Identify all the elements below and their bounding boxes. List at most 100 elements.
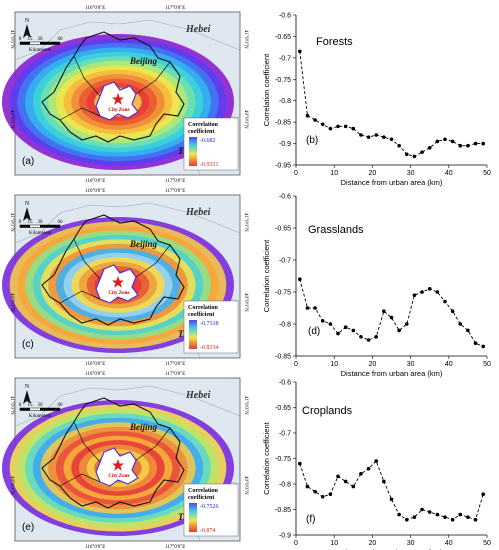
- data-point: [404, 322, 409, 326]
- y-tick-label: -0.75: [275, 456, 291, 463]
- legend-colorbar: [189, 137, 197, 166]
- data-point: [481, 344, 485, 349]
- scale-unit: Kilometers: [29, 231, 51, 236]
- y-tick-label: -0.8: [279, 322, 291, 329]
- city-zone-label: City Zone: [108, 474, 130, 479]
- y-tick-label: -0.85: [275, 507, 291, 514]
- data-point: [481, 492, 485, 497]
- district-boundary: [59, 238, 171, 304]
- legend-max: -0.682: [200, 138, 216, 144]
- panel-label: (d): [308, 326, 320, 337]
- city-zone-label: City Zone: [108, 108, 130, 113]
- data-point: [389, 315, 394, 320]
- lon-label-top: 116°0'0"E: [85, 189, 105, 194]
- data-point: [397, 143, 401, 148]
- lat-label-left: 40°0'0"N: [9, 293, 14, 312]
- data-point: [343, 325, 348, 330]
- data-point: [328, 322, 333, 326]
- lon-label-top: 116°0'0"E: [85, 372, 105, 377]
- data-point: [466, 143, 470, 148]
- x-tick-label: 30: [407, 361, 415, 368]
- x-tick-label: 30: [407, 540, 415, 547]
- scale-unit: Kilometers: [29, 414, 51, 419]
- data-point: [382, 309, 386, 314]
- y-tick-label: -0.7: [279, 55, 291, 62]
- scale-tick: 0: [19, 220, 22, 225]
- lon-label-top: 117°0'0"E: [165, 189, 185, 194]
- series-line: [299, 460, 484, 521]
- x-tick-label: 40: [445, 540, 453, 547]
- y-tick-label: -0.75: [275, 290, 291, 297]
- data-point: [458, 512, 463, 517]
- data-point: [343, 124, 348, 129]
- district-boundary: [59, 55, 171, 121]
- data-point: [298, 49, 302, 54]
- lat-label-left: 41°0'0"N: [9, 213, 14, 232]
- y-tick-label: -0.95: [275, 163, 291, 170]
- data-point: [313, 489, 317, 494]
- data-point: [481, 141, 485, 146]
- data-point: [404, 517, 409, 522]
- scale-tick: 60: [58, 403, 64, 408]
- y-tick-label: -0.85: [275, 120, 291, 127]
- chart-title: Croplands: [302, 405, 353, 417]
- legend-title: coefficient: [188, 312, 214, 318]
- x-tick-label: 20: [369, 170, 377, 177]
- x-tick-label: 20: [369, 540, 377, 547]
- beijing-boundary: [41, 397, 185, 509]
- panel-label: (e): [22, 522, 34, 533]
- data-point: [435, 139, 440, 144]
- y-axis-title: Correlation coefficient: [262, 421, 271, 494]
- y-tick-label: -0.6: [279, 194, 291, 201]
- data-point: [343, 479, 348, 484]
- panel-label: (f): [306, 514, 315, 525]
- province-label-beijing: Beijing: [129, 239, 158, 249]
- data-point: [320, 122, 325, 127]
- x-tick-label: 10: [330, 361, 338, 368]
- data-point: [382, 479, 386, 484]
- y-axis-title: Correlation coefficient: [262, 53, 271, 126]
- data-point: [328, 126, 333, 131]
- x-tick-label: 40: [445, 170, 453, 177]
- beijing-boundary: [41, 214, 185, 326]
- scale-bar: [40, 408, 60, 411]
- y-tick-label: -0.75: [275, 77, 291, 84]
- data-point: [320, 494, 325, 499]
- province-label-hebei: Hebei: [185, 24, 211, 35]
- x-axis-title: Distance from urban area (km): [341, 178, 443, 187]
- city-center-star: [112, 276, 124, 288]
- x-axis-title: Distance from urban area (km): [341, 369, 443, 378]
- lon-label-top: 117°0'0"E: [165, 372, 185, 377]
- province-label-beijing: Beijing: [129, 56, 158, 66]
- scale-tick: 15: [28, 37, 34, 42]
- data-point: [443, 137, 447, 142]
- legend-title: Correlation: [188, 122, 219, 128]
- scale-bar: [20, 408, 30, 411]
- data-point: [298, 277, 302, 282]
- north-arrow-icon: [23, 24, 31, 38]
- data-point: [435, 290, 440, 294]
- lat-label-left: 41°0'0"N: [9, 396, 14, 415]
- legend-min: -0.874: [200, 528, 216, 534]
- data-point: [359, 472, 363, 476]
- y-tick-label: -0.85: [275, 354, 291, 361]
- lat-label-right: 40°0'0"N: [243, 476, 248, 495]
- chart-panel-1: -0.6 -0.65 -0.7 -0.75 -0.8 -0.850 10 20 30 40 50 Di…: [262, 194, 491, 379]
- north-arrow-label: N: [25, 201, 30, 207]
- y-tick-label: -0.9: [279, 141, 291, 148]
- panel-label: (b): [306, 135, 318, 146]
- lat-label-right: 40°0'0"N: [243, 293, 248, 312]
- province-label-beijing: Beijing: [129, 422, 158, 432]
- y-tick-label: -0.8: [279, 482, 291, 489]
- y-tick-label: -0.65: [275, 226, 291, 233]
- lat-label-right: 41°0'0"N: [243, 213, 248, 232]
- data-point: [420, 290, 424, 294]
- scale-tick: 30: [38, 220, 44, 225]
- data-point: [473, 341, 478, 346]
- scale-tick: 30: [38, 37, 44, 42]
- legend-title: Correlation: [188, 488, 219, 494]
- y-tick-label: -0.9: [279, 533, 291, 540]
- data-point: [336, 124, 340, 129]
- lat-label-left: 40°0'0"N: [9, 110, 14, 129]
